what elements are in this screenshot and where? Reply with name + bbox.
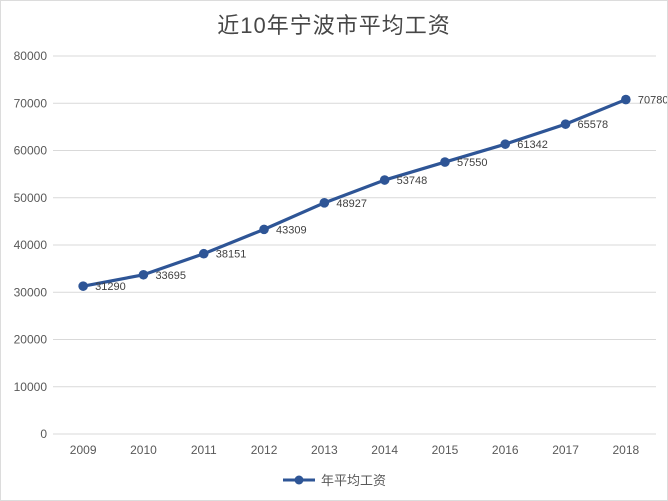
legend-line-marker-icon <box>282 475 315 484</box>
x-axis-tick-label: 2017 <box>552 443 579 457</box>
data-point-label: 70780 <box>638 95 667 107</box>
y-axis-tick-label: 80000 <box>14 49 48 63</box>
chart-title: 近10年宁波市平均工资 <box>217 13 451 38</box>
x-axis-tick-label: 2014 <box>371 443 398 457</box>
y-axis-tick-label: 0 <box>40 427 47 441</box>
data-point-marker <box>560 119 571 129</box>
x-axis-tick-label: 2013 <box>311 443 338 457</box>
data-point-label: 53748 <box>397 175 428 187</box>
data-point-label: 57550 <box>457 157 488 169</box>
legend-series-label: 年平均工资 <box>320 473 386 488</box>
x-axis-tick-label: 2015 <box>432 443 459 457</box>
x-axis-tick-label: 2009 <box>70 443 97 457</box>
data-point-marker <box>138 269 149 280</box>
data-point-marker <box>440 157 450 167</box>
data-point-marker <box>621 94 631 105</box>
data-point-marker <box>319 198 330 208</box>
data-point-marker <box>500 139 511 149</box>
y-axis-tick-label: 70000 <box>14 96 48 110</box>
data-point-label: 61342 <box>517 139 548 151</box>
series-line <box>81 97 628 288</box>
data-point-label: 43309 <box>276 224 307 236</box>
x-axis-tick-label: 2012 <box>251 443 278 457</box>
y-axis-tick-label: 20000 <box>14 333 48 347</box>
y-axis-tick-label: 60000 <box>14 144 48 158</box>
x-axis-tick-label: 2011 <box>191 443 217 457</box>
data-point-label: 65578 <box>578 119 609 131</box>
y-axis-tick-label: 40000 <box>14 238 48 252</box>
data-point-label: 48927 <box>336 198 367 210</box>
data-point-label: 38151 <box>216 249 247 261</box>
data-point-marker <box>78 281 88 291</box>
x-axis-tick-label: 2018 <box>612 443 639 457</box>
data-point-marker <box>259 224 269 235</box>
data-point-marker <box>198 248 209 259</box>
data-point-label: 33695 <box>155 270 186 282</box>
legend: 年平均工资 <box>1 470 667 489</box>
y-axis-tick-label: 50000 <box>14 191 48 205</box>
y-axis-tick-label: 30000 <box>14 285 48 299</box>
data-point-marker <box>379 175 390 185</box>
x-axis-tick-label: 2010 <box>130 443 157 457</box>
y-axis-tick-label: 10000 <box>14 380 48 394</box>
x-axis-tick-label: 2016 <box>492 443 519 457</box>
data-point-label: 31290 <box>95 281 126 293</box>
